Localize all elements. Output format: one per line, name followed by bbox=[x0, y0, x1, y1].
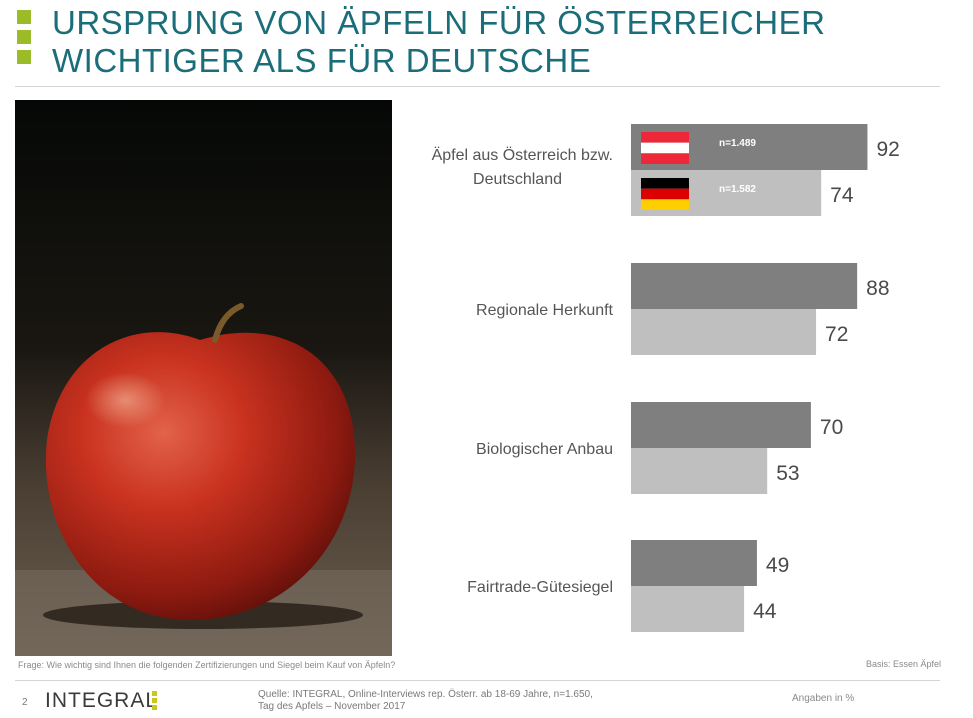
value-label: 44 bbox=[753, 600, 777, 623]
austria-flag-icon bbox=[641, 153, 689, 164]
category-label: Biologischer Anbau bbox=[476, 441, 613, 458]
question-label: Frage: bbox=[18, 660, 45, 670]
logo-mark-icon bbox=[152, 691, 158, 712]
source-line-2: Tag des Apfels – November 2017 bbox=[258, 701, 406, 712]
title-line-2: WICHTIGER ALS FÜR DEUTSCHE bbox=[52, 42, 592, 79]
basis-note: Basis: Essen Äpfel bbox=[865, 659, 941, 669]
title-line-1: URSPRUNG VON ÄPFELN FÜR ÖSTERREICHER bbox=[52, 4, 826, 41]
value-label: 92 bbox=[876, 138, 899, 161]
bar bbox=[631, 402, 811, 448]
category-label: Äpfel aus Österreich bzw. Deutschland bbox=[432, 146, 613, 188]
germany-flag-icon bbox=[641, 199, 689, 210]
austria-flag-icon bbox=[641, 142, 689, 154]
value-label: 70 bbox=[820, 416, 843, 439]
source-note: Quelle: INTEGRAL, Online-Interviews rep.… bbox=[258, 689, 593, 713]
austria-flag-icon bbox=[641, 132, 689, 143]
page-number: 2 bbox=[22, 697, 28, 708]
bar bbox=[631, 586, 745, 632]
bar bbox=[631, 263, 858, 309]
value-label: 72 bbox=[825, 323, 848, 346]
value-label: 53 bbox=[776, 462, 799, 485]
footer-divider bbox=[15, 680, 940, 681]
bar bbox=[631, 540, 757, 586]
question-text: Wie wichtig sind Ihnen die folgenden Zer… bbox=[44, 660, 396, 670]
title-marker bbox=[17, 10, 35, 70]
bar-chart: Äpfel aus Österreich bzw. Deutschland 92 n=… bbox=[432, 124, 900, 632]
value-label: 88 bbox=[866, 277, 889, 300]
units-note: Angaben in % bbox=[792, 693, 855, 704]
legend-label: n=1.489 bbox=[719, 138, 756, 149]
bar bbox=[631, 448, 768, 494]
apple-photo bbox=[15, 100, 392, 656]
value-label: 49 bbox=[766, 554, 789, 577]
value-label: 74 bbox=[830, 184, 854, 207]
title-divider bbox=[15, 86, 940, 87]
category-label: Fairtrade-Gütesiegel bbox=[467, 579, 613, 596]
question-footnote: Frage: Wie wichtig sind Ihnen die folgen… bbox=[18, 660, 395, 670]
germany-flag-icon bbox=[641, 178, 689, 189]
germany-flag-icon bbox=[641, 188, 689, 200]
category-label: Regionale Herkunft bbox=[476, 302, 614, 319]
bar bbox=[631, 309, 817, 355]
integral-logo: INTEGRAL bbox=[45, 689, 159, 712]
page-title: URSPRUNG VON ÄPFELN FÜR ÖSTERREICHER WIC… bbox=[52, 4, 952, 80]
source-line-1: Quelle: INTEGRAL, Online-Interviews rep.… bbox=[258, 689, 593, 700]
legend-label: n=1.582 bbox=[719, 184, 756, 195]
